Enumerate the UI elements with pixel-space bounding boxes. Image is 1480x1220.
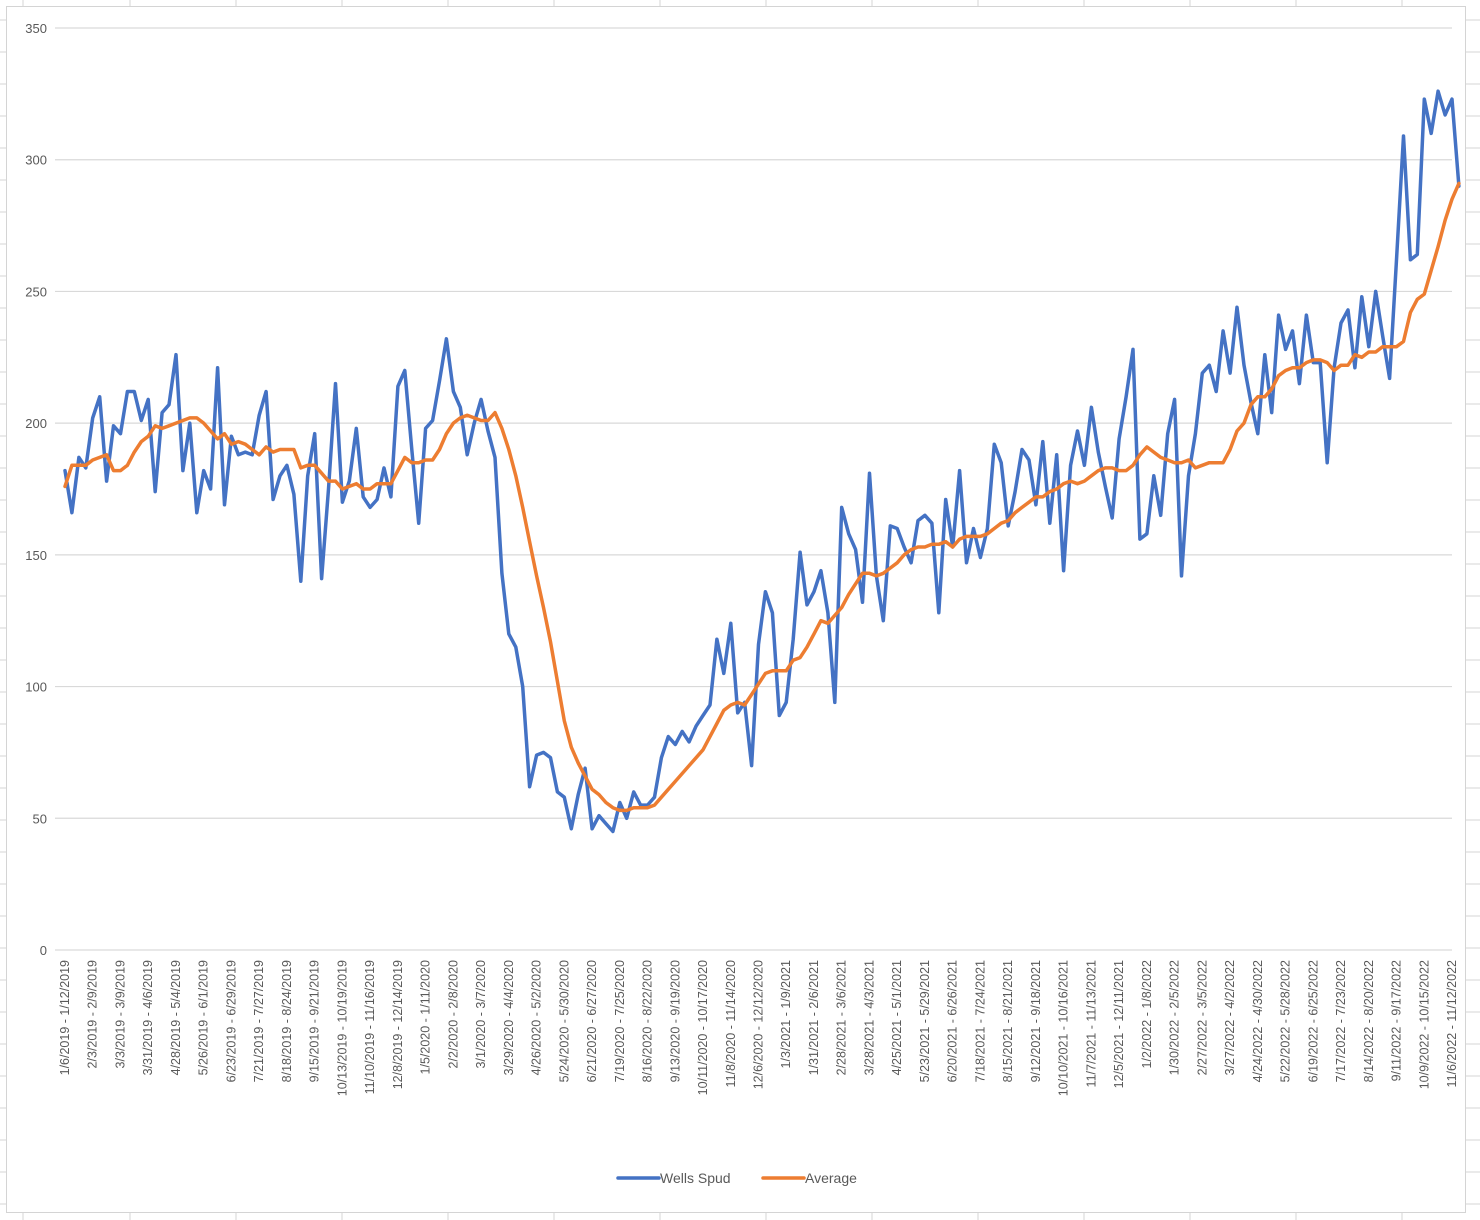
x-axis: 1/6/2019 - 1/12/2019 2/3/2019 - 2/9/2019 3… [58,960,1459,1096]
x-tick-label: 1/5/2020 - 1/11/2020 [419,960,433,1074]
x-tick-label: 5/23/2021 - 5/29/2021 [918,960,932,1082]
x-tick-label: 6/20/2021 - 6/26/2021 [946,960,960,1082]
x-tick-label: 8/18/2019 - 8/24/2019 [280,960,294,1082]
y-tick-label: 150 [25,548,47,563]
y-tick-label: 0 [40,943,47,958]
x-tick-label: 7/19/2020 - 7/25/2020 [613,960,627,1082]
x-tick-label: 8/14/2022 - 8/20/2022 [1362,960,1376,1082]
x-tick-label: 6/23/2019 - 6/29/2019 [224,960,238,1082]
x-tick-label: 2/28/2021 - 3/6/2021 [835,960,849,1075]
legend-label-average: Average [805,1170,857,1186]
x-tick-label: 3/27/2022 - 4/2/2022 [1223,960,1237,1075]
x-tick-label: 8/15/2021 - 8/21/2021 [1001,960,1015,1082]
x-tick-label: 3/31/2019 - 4/6/2019 [141,960,155,1075]
x-tick-label: 9/11/2022 - 9/17/2022 [1390,960,1404,1081]
x-tick-label: 4/26/2020 - 5/2/2020 [530,960,544,1075]
x-tick-label: 3/1/2020 - 3/7/2020 [474,960,488,1068]
chart-area[interactable] [6,6,1466,1213]
x-tick-label: 9/15/2019 - 9/21/2019 [308,960,322,1082]
x-tick-label: 4/28/2019 - 5/4/2019 [169,960,183,1075]
x-tick-label: 1/3/2021 - 1/9/2021 [779,960,793,1068]
x-tick-label: 5/24/2020 - 5/30/2020 [557,960,571,1082]
x-tick-label: 6/21/2020 - 6/27/2020 [585,960,599,1082]
x-tick-label: 10/9/2022 - 10/15/2022 [1417,960,1431,1089]
x-tick-label: 11/7/2021 - 11/13/2021 [1084,960,1098,1087]
x-tick-label: 2/3/2019 - 2/9/2019 [86,960,100,1068]
y-tick-label: 350 [25,21,47,36]
x-tick-label: 4/25/2021 - 5/1/2021 [890,960,904,1075]
x-tick-label: 3/29/2020 - 4/4/2020 [502,960,516,1075]
x-tick-label: 6/19/2022 - 6/25/2022 [1306,960,1320,1082]
x-tick-label: 10/13/2019 - 10/19/2019 [335,960,349,1096]
x-tick-label: 1/2/2022 - 1/8/2022 [1140,960,1154,1068]
x-tick-label: 8/16/2020 - 8/22/2020 [641,960,655,1082]
y-tick-label: 50 [33,811,47,826]
x-tick-label: 1/31/2021 - 2/6/2021 [807,960,821,1075]
x-tick-label: 2/27/2022 - 3/5/2022 [1195,960,1209,1075]
legend-label-wells-spud: Wells Spud [660,1170,731,1186]
x-tick-label: 10/10/2021 - 10/16/2021 [1057,960,1071,1096]
y-tick-label: 300 [25,153,47,168]
x-tick-label: 5/26/2019 - 6/1/2019 [197,960,211,1075]
y-tick-label: 100 [25,680,47,695]
y-axis: 0 50 100 150 200 250 300 350 [25,21,47,958]
x-tick-label: 11/10/2019 - 11/16/2019 [363,960,377,1094]
x-tick-label: 12/8/2019 - 12/14/2019 [391,960,405,1089]
x-tick-label: 2/2/2020 - 2/8/2020 [446,960,460,1068]
series-line-wells-spud[interactable] [63,89,1461,834]
x-tick-label: 9/12/2021 - 9/18/2021 [1029,960,1043,1082]
gridlines [55,27,1452,951]
x-tick-label: 11/6/2022 - 11/12/2022 [1445,960,1459,1087]
x-tick-label: 1/6/2019 - 1/12/2019 [58,960,72,1075]
legend: Wells Spud Average [616,1170,857,1186]
x-tick-label: 10/11/2020 - 10/17/2020 [696,960,710,1095]
x-tick-label: 5/22/2022 - 5/28/2022 [1279,960,1293,1082]
x-tick-label: 7/18/2021 - 7/24/2021 [973,960,987,1082]
x-tick-label: 11/8/2020 - 11/14/2020 [724,960,738,1087]
x-tick-label: 12/5/2021 - 12/11/2021 [1112,960,1126,1088]
x-tick-label: 3/3/2019 - 3/9/2019 [113,960,127,1068]
x-tick-label: 1/30/2022 - 2/5/2022 [1168,960,1182,1075]
plot-series [63,89,1461,834]
x-tick-label: 4/24/2022 - 4/30/2022 [1251,960,1265,1082]
y-tick-label: 250 [25,284,47,299]
y-tick-label: 200 [25,416,47,431]
x-tick-label: 7/17/2022 - 7/23/2022 [1334,960,1348,1082]
x-tick-label: 9/13/2020 - 9/19/2020 [668,960,682,1082]
x-tick-label: 3/28/2021 - 4/3/2021 [862,960,876,1075]
series-line-average[interactable] [63,181,1461,813]
x-tick-label: 7/21/2019 - 7/27/2019 [252,960,266,1082]
x-tick-label: 12/6/2020 - 12/12/2020 [752,960,766,1089]
